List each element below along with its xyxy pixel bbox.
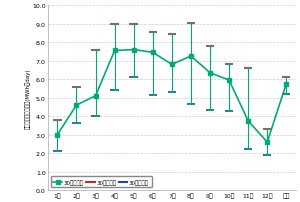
Y-axis label: 日積算傾斜面発電量(MWh／day): 日積算傾斜面発電量(MWh／day)	[25, 68, 31, 128]
Legend: 30年平均値, 30年最大値, 30年最小値: 30年平均値, 30年最大値, 30年最小値	[51, 176, 152, 187]
